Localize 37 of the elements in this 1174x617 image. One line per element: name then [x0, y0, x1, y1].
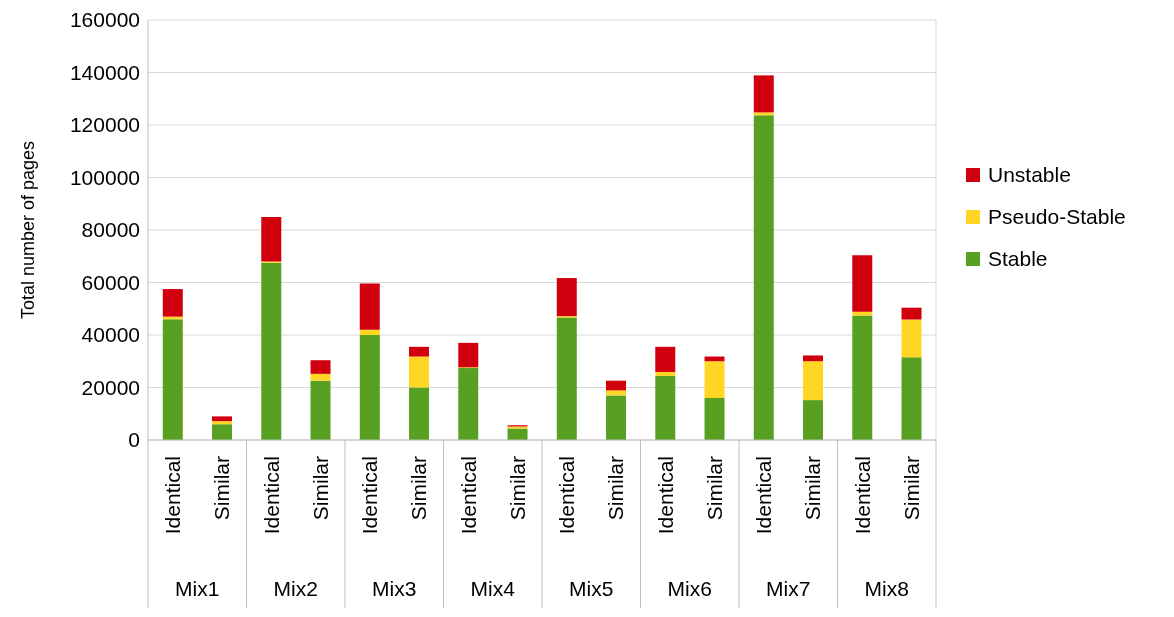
y-tick-label: 160000 [69, 8, 140, 32]
x-tick-label: Similar [407, 456, 431, 521]
x-tick-label: Similar [702, 456, 726, 521]
text: Mix2 [273, 577, 318, 600]
y-tick-label: 140000 [69, 60, 140, 84]
legend-label: Pseudo-Stable [987, 205, 1126, 229]
text: Mix4 [470, 577, 516, 600]
x-tick-label: Similar [210, 456, 234, 521]
x-tick-label: Identical [161, 456, 185, 535]
text: Mix6 [667, 577, 712, 600]
y-tick-label: 80000 [81, 218, 140, 242]
y-tick-label: 20000 [81, 375, 140, 399]
legend-label: Unstable [987, 163, 1072, 187]
text: Mix3 [372, 577, 417, 600]
x-tick-label: Identical [555, 456, 579, 535]
y-tick-label: 0 [128, 428, 140, 452]
x-tick-label: Identical [850, 456, 874, 535]
text: Mix1 [175, 577, 220, 600]
x-tick-label: Identical [456, 456, 480, 535]
legend-label: Stable [987, 247, 1049, 271]
x-tick-label: Identical [752, 456, 776, 535]
y-tick-label: 40000 [81, 323, 140, 347]
y-tick-label: 100000 [69, 165, 140, 189]
x-tick-label: Identical [259, 456, 283, 535]
y-tick-label: 60000 [81, 270, 140, 294]
text: Mix5 [569, 577, 614, 600]
x-tick-label: Similar [899, 456, 923, 521]
x-tick-label: Identical [358, 456, 382, 535]
x-tick-label: Similar [801, 456, 825, 521]
x-tick-label: Similar [505, 456, 529, 521]
text: Mix8 [864, 577, 909, 600]
text: Mix7 [766, 577, 811, 600]
x-tick-label: Similar [604, 456, 628, 521]
y-axis-title: Total number of pages [18, 140, 39, 320]
x-tick-label: Identical [653, 456, 677, 535]
y-tick-label: 120000 [69, 113, 140, 137]
x-tick-label: Similar [308, 456, 332, 521]
